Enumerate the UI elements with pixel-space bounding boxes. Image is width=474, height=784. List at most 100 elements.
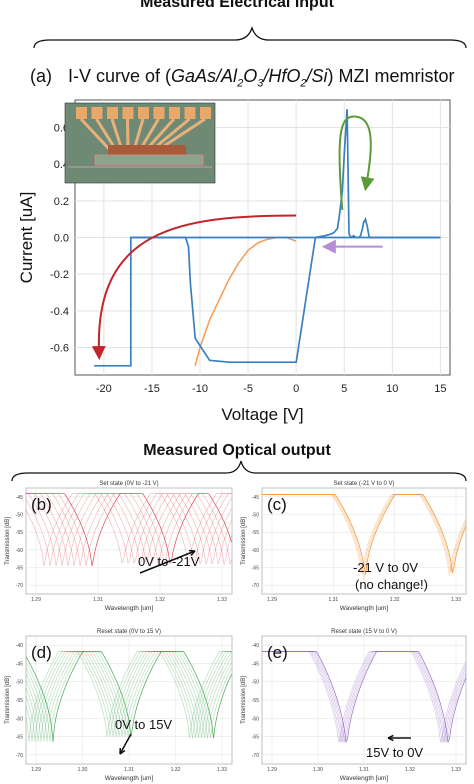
device-pad (76, 107, 87, 119)
panel-title: Set state (-21 V to 0 V) (333, 481, 394, 487)
panel-ytick-label: -50 (16, 680, 23, 686)
panel-ytick-label: -70 (16, 583, 23, 589)
iv-xtick-label: -15 (144, 383, 160, 395)
panel-arrow-shaft (139, 550, 196, 574)
panel-annotation-2: (no change!) (355, 577, 428, 592)
panel-title: Set state (0V to -21 V) (99, 481, 158, 487)
device-pad (169, 107, 180, 119)
panel-xtick-label: 1.33 (451, 597, 461, 603)
panel-ytick-label: -40 (252, 643, 259, 649)
panel-ylabel: Transmission [dB] (241, 676, 247, 724)
panel-xtick-label: 1.32 (405, 767, 415, 773)
iv-xtick-label: 5 (341, 383, 347, 395)
panel-xtick-label: 1.33 (217, 767, 227, 773)
iv-panel-label: (a) (30, 66, 52, 86)
fringe-curve (26, 492, 232, 567)
iv-ytick-label: 0.0 (54, 233, 69, 245)
panel-ytick-label: -65 (16, 566, 23, 572)
fringe-curve (26, 492, 232, 567)
iv-title-mid2: /HfO (263, 66, 301, 86)
panel-ytick-label: -70 (252, 583, 259, 589)
panel-xtick-label: 1.30 (78, 767, 88, 773)
fringe-curve (262, 494, 467, 575)
panel-xtick-label: 1.32 (155, 597, 165, 603)
panel-ytick-label: -55 (252, 698, 259, 704)
iv-ytick-label: -0.2 (50, 269, 69, 281)
fringe-curve (25, 651, 232, 742)
panel-xtick-label: 1.29 (31, 597, 41, 603)
panel-arrow-head (119, 747, 126, 755)
panel-ylabel: Transmission [dB] (5, 676, 11, 724)
panel-label: (c) (267, 495, 287, 514)
panel-plot-area (25, 487, 233, 595)
optical-section-title: Measured Optical output (143, 442, 331, 459)
panel-ytick-label: -60 (16, 548, 23, 554)
panel-ytick-label: -65 (16, 735, 23, 741)
device-pad (107, 107, 118, 119)
panel-xtick-label: 1.30 (313, 767, 323, 773)
iv-title-sub3: 2 (300, 77, 307, 90)
fringe-curve (25, 651, 232, 742)
panel-ytick-label: -60 (252, 548, 259, 554)
iv-title: I-V curve of (GaAs/Al2O3/HfO2/Si) MZI me… (68, 66, 454, 90)
device-trace (144, 117, 176, 152)
device-pad (91, 107, 103, 119)
fringe-curve (26, 492, 232, 567)
panel-label: (d) (31, 643, 52, 662)
panel-ytick-label: -55 (16, 698, 23, 704)
iv-ylabel: Current [uA] (17, 192, 36, 284)
fringe-curve (25, 651, 232, 742)
panel-xlabel: Wavelength [um] (105, 605, 154, 612)
panel-xtick-label: 1.32 (171, 767, 181, 773)
panel-xtick-label: 1.31 (124, 767, 134, 773)
fringe-curve (25, 651, 232, 742)
panel-xtick-label: 1.31 (328, 597, 338, 603)
iv-ytick-label: -0.4 (50, 306, 69, 318)
panel-ytick-label: -45 (16, 661, 23, 667)
iv-ytick-label: 0.2 (54, 196, 69, 208)
panel-xtick-label: 1.29 (267, 767, 277, 773)
panel-ytick-label: -65 (252, 735, 259, 741)
panel-xtick-label: 1.29 (31, 767, 41, 773)
fringe-curve (25, 492, 232, 567)
bottom-brace (11, 460, 467, 482)
iv-title-sub1: 2 (237, 77, 244, 90)
panel-ytick-label: -70 (16, 753, 23, 759)
iv-title-mid1: O (243, 66, 258, 86)
panel-ytick-label: -50 (252, 680, 259, 686)
panel-arrow-head (188, 549, 196, 556)
panel-label: (e) (267, 643, 288, 662)
panel-annotation: 0V to 15V (115, 717, 172, 732)
panel-plot-area (261, 487, 467, 595)
panel-xtick-label: 1.29 (267, 597, 277, 603)
device-trace (157, 117, 206, 152)
iv-title-suffix: ) MZI memristor (327, 66, 455, 86)
arrow-green (338, 115, 375, 211)
panel-arrow-head (387, 734, 394, 742)
panel-title: Reset state (15 V to 0 V) (331, 629, 397, 635)
device-trace (79, 117, 112, 152)
panel-ytick-label: -60 (252, 716, 259, 722)
panel-xtick-label: 1.33 (217, 597, 227, 603)
iv-xtick-label: -5 (243, 383, 253, 395)
panel-e-spectrum: -40 -45 -50 -55 -60 -65 -70 1.29 1.30 1.31 1.32 1.3… (241, 629, 467, 782)
device-pad (138, 107, 149, 119)
fringe-curve (25, 651, 232, 742)
panel-xtick-label: 1.31 (93, 597, 103, 603)
panel-arrow-shaft (119, 733, 132, 755)
arrow-red (91, 214, 297, 360)
device-trace (110, 118, 124, 151)
device-pad (184, 107, 196, 119)
panel-ytick-label: -40 (16, 643, 23, 649)
device-pad (200, 107, 211, 119)
panel-ytick-label: -65 (252, 566, 259, 572)
iv-title-sub2: 3 (257, 77, 264, 90)
iv-xtick-label: 0 (293, 383, 299, 395)
fringe-curve (262, 651, 467, 744)
panel-xtick-label: 1.31 (359, 767, 369, 773)
fringe-curve (25, 651, 232, 742)
device-trace (95, 118, 118, 151)
fringe-curve (25, 651, 232, 742)
panel-ytick-label: -60 (16, 716, 23, 722)
fringe-curve (26, 492, 232, 567)
